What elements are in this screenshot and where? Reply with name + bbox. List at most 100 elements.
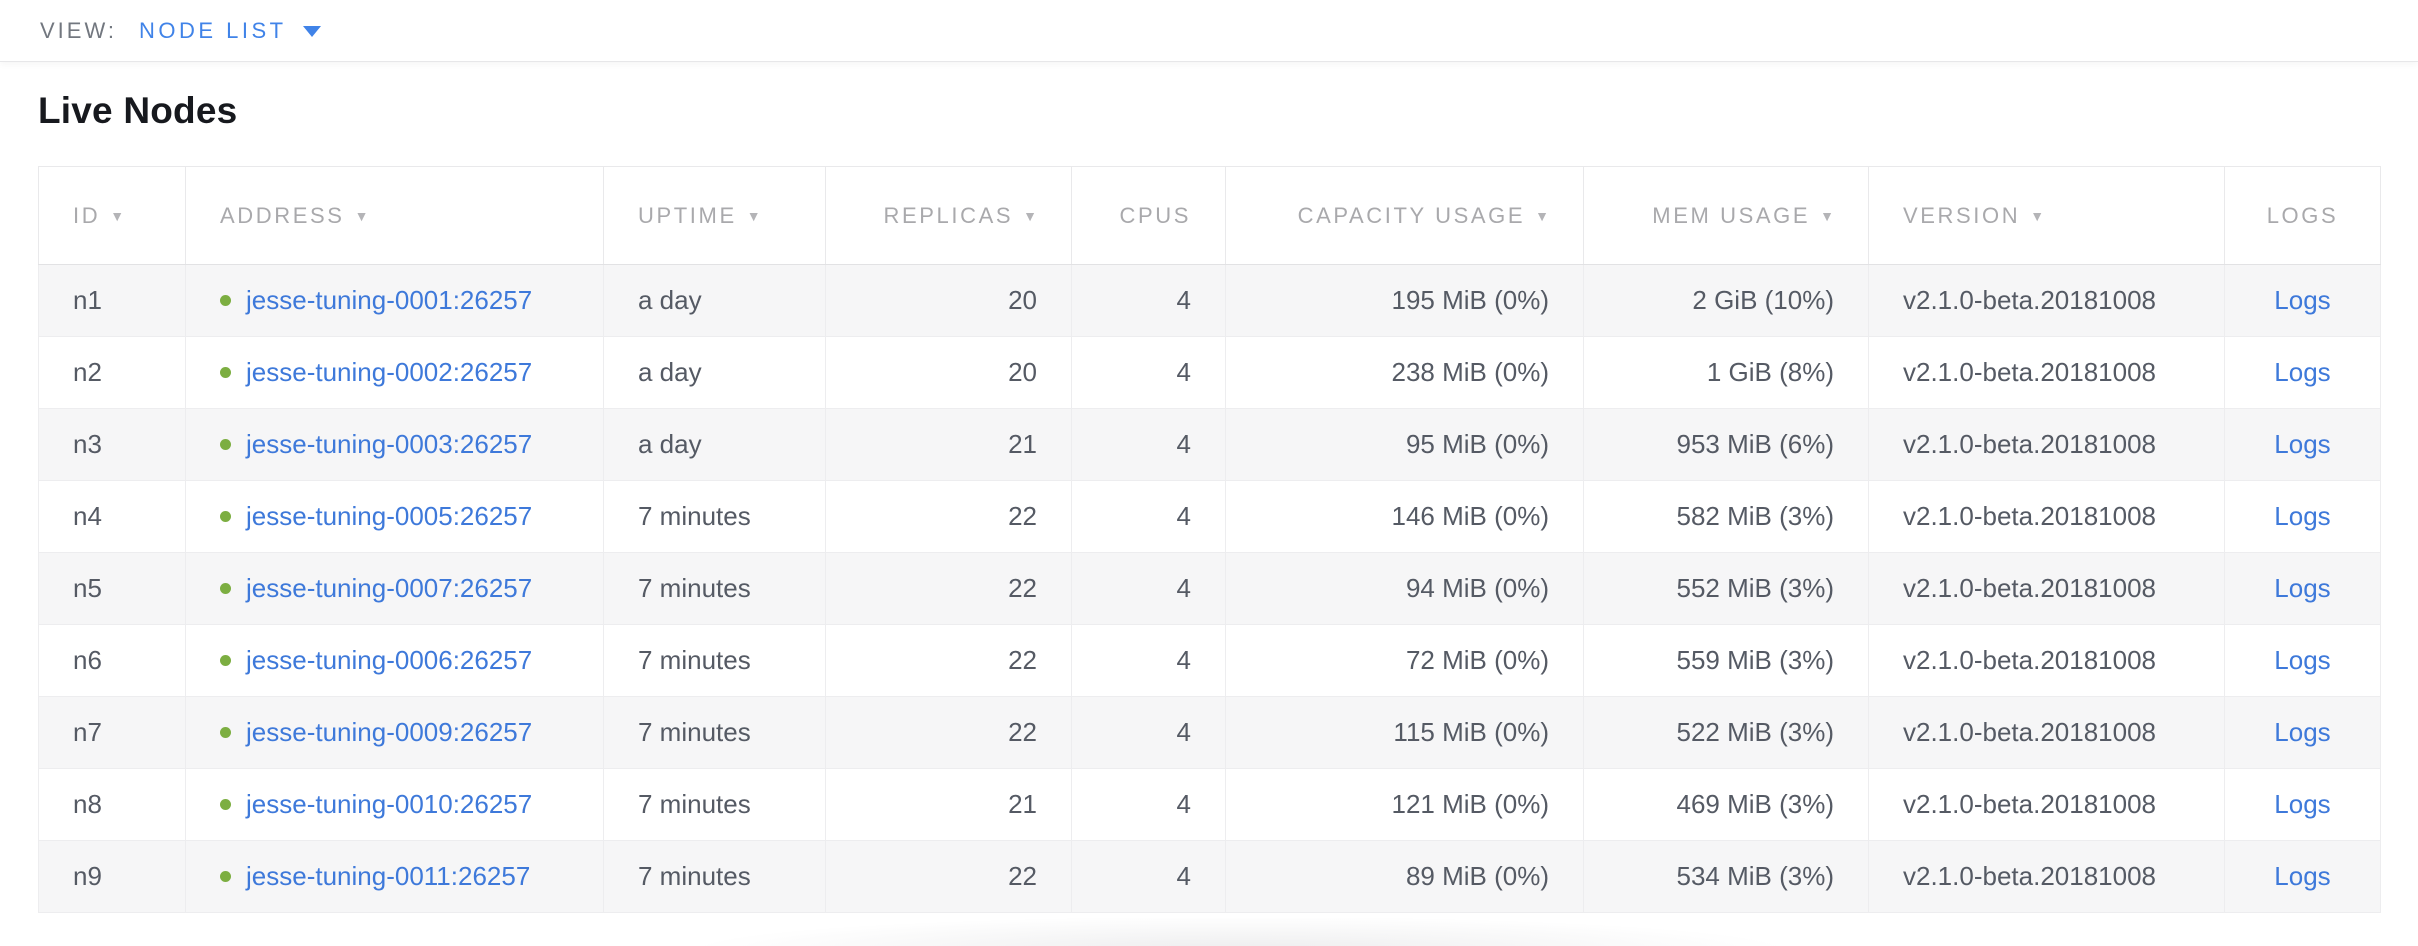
table-row-n8: n8 jesse-tuning-0010:26257 7 minutes 21 4 121…	[38, 768, 2381, 841]
cell-logs: Logs	[2224, 696, 2381, 769]
cell-id: n1	[38, 264, 186, 337]
table-row-n2: n2 jesse-tuning-0002:26257 a day 20 4 238 MiB…	[38, 336, 2381, 409]
cell-version: v2.1.0-beta.20181008	[1868, 552, 2225, 625]
logs-link[interactable]: Logs	[2274, 285, 2331, 315]
column-header-id[interactable]: ID ▼	[38, 166, 186, 265]
cell-capacity: 195 MiB (0%)	[1225, 264, 1584, 337]
node-live-status-dot-icon	[220, 871, 231, 882]
cell-uptime: 7 minutes	[603, 696, 826, 769]
view-selector-dropdown[interactable]: NODE LIST	[139, 18, 321, 44]
node-address-link[interactable]: jesse-tuning-0007:26257	[246, 573, 533, 603]
cell-cpus: 4	[1071, 408, 1226, 481]
logs-link[interactable]: Logs	[2274, 573, 2331, 603]
table-row-n3: n3 jesse-tuning-0003:26257 a day 21 4 95 MiB …	[38, 408, 2381, 481]
column-header-label: CPUS	[1119, 202, 1191, 228]
table-row-n6: n6 jesse-tuning-0006:26257 7 minutes 22 4 72 …	[38, 624, 2381, 697]
node-address-link[interactable]: jesse-tuning-0001:26257	[246, 285, 533, 315]
logs-link[interactable]: Logs	[2274, 501, 2331, 531]
column-header-logs: LOGS	[2224, 166, 2381, 265]
cell-uptime: 7 minutes	[603, 624, 826, 697]
cell-replicas: 22	[825, 840, 1072, 913]
node-address-link[interactable]: jesse-tuning-0005:26257	[246, 501, 533, 531]
node-address-link[interactable]: jesse-tuning-0009:26257	[246, 717, 533, 747]
cell-logs: Logs	[2224, 264, 2381, 337]
column-header-version[interactable]: VERSION ▼	[1868, 166, 2225, 265]
bottom-shadow	[505, 918, 1975, 946]
cell-uptime: 7 minutes	[603, 768, 826, 841]
cell-uptime: a day	[603, 336, 826, 409]
node-address-link[interactable]: jesse-tuning-0006:26257	[246, 645, 533, 675]
cell-id: n4	[38, 480, 186, 553]
column-header-capacity[interactable]: CAPACITY USAGE ▼	[1225, 166, 1584, 265]
cell-capacity: 72 MiB (0%)	[1225, 624, 1584, 697]
cell-mem: 1 GiB (8%)	[1583, 336, 1869, 409]
cell-logs: Logs	[2224, 336, 2381, 409]
logs-link[interactable]: Logs	[2274, 357, 2331, 387]
cell-address: jesse-tuning-0006:26257	[185, 624, 604, 697]
node-live-status-dot-icon	[220, 799, 231, 810]
cell-uptime: a day	[603, 408, 826, 481]
cell-logs: Logs	[2224, 480, 2381, 553]
table-row-n9: n9 jesse-tuning-0011:26257 7 minutes 22 4 89 …	[38, 840, 2381, 913]
cell-cpus: 4	[1071, 480, 1226, 553]
cell-version: v2.1.0-beta.20181008	[1868, 264, 2225, 337]
cell-replicas: 22	[825, 696, 1072, 769]
cell-replicas: 20	[825, 336, 1072, 409]
cell-id: n8	[38, 768, 186, 841]
column-header-label: CAPACITY USAGE	[1297, 202, 1526, 228]
logs-link[interactable]: Logs	[2274, 429, 2331, 459]
main-content: Live Nodes ID ▼ ADDRESS ▼ UPTIME ▼ REPLICAS ▼ CP…	[0, 90, 2418, 913]
node-address-link[interactable]: jesse-tuning-0002:26257	[246, 357, 533, 387]
cell-capacity: 146 MiB (0%)	[1225, 480, 1584, 553]
cell-id: n6	[38, 624, 186, 697]
node-address-link[interactable]: jesse-tuning-0003:26257	[246, 429, 533, 459]
node-address-link[interactable]: jesse-tuning-0011:26257	[246, 861, 531, 891]
logs-link[interactable]: Logs	[2274, 645, 2331, 675]
table-body: n1 jesse-tuning-0001:26257 a day 20 4 195 MiB…	[38, 264, 2381, 913]
node-address-link[interactable]: jesse-tuning-0010:26257	[246, 789, 533, 819]
column-header-uptime[interactable]: UPTIME ▼	[603, 166, 826, 265]
cell-cpus: 4	[1071, 264, 1226, 337]
dropdown-arrow-icon	[302, 26, 321, 37]
cell-mem: 552 MiB (3%)	[1583, 552, 1869, 625]
table-row-n5: n5 jesse-tuning-0007:26257 7 minutes 22 4 94 …	[38, 552, 2381, 625]
node-live-status-dot-icon	[220, 367, 231, 378]
cell-cpus: 4	[1071, 624, 1226, 697]
logs-link[interactable]: Logs	[2274, 861, 2331, 891]
address-cell-content: jesse-tuning-0003:26257	[220, 429, 569, 460]
cell-id: n5	[38, 552, 186, 625]
column-header-replicas[interactable]: REPLICAS ▼	[825, 166, 1072, 265]
cell-version: v2.1.0-beta.20181008	[1868, 336, 2225, 409]
logs-link[interactable]: Logs	[2274, 789, 2331, 819]
logs-link[interactable]: Logs	[2274, 717, 2331, 747]
cell-replicas: 21	[825, 768, 1072, 841]
cell-replicas: 22	[825, 552, 1072, 625]
address-cell-content: jesse-tuning-0011:26257	[220, 861, 569, 892]
node-live-status-dot-icon	[220, 511, 231, 522]
cell-mem: 522 MiB (3%)	[1583, 696, 1869, 769]
cell-version: v2.1.0-beta.20181008	[1868, 768, 2225, 841]
sort-desc-icon: ▼	[1820, 207, 1834, 224]
sort-desc-icon: ▼	[746, 207, 761, 224]
table-row-n1: n1 jesse-tuning-0001:26257 a day 20 4 195 MiB…	[38, 264, 2381, 337]
page-title: Live Nodes	[38, 90, 238, 131]
cell-address: jesse-tuning-0010:26257	[185, 768, 604, 841]
sort-desc-icon: ▼	[354, 207, 369, 224]
cell-id: n9	[38, 840, 186, 913]
cell-capacity: 89 MiB (0%)	[1225, 840, 1584, 913]
table-header: ID ▼ ADDRESS ▼ UPTIME ▼ REPLICAS ▼ CPUS CAPACITY …	[38, 166, 2381, 265]
cell-address: jesse-tuning-0005:26257	[185, 480, 604, 553]
cell-version: v2.1.0-beta.20181008	[1868, 480, 2225, 553]
cell-replicas: 20	[825, 264, 1072, 337]
column-header-mem[interactable]: MEM USAGE ▼	[1583, 166, 1869, 265]
column-header-address[interactable]: ADDRESS ▼	[185, 166, 604, 265]
cell-mem: 469 MiB (3%)	[1583, 768, 1869, 841]
cell-replicas: 22	[825, 480, 1072, 553]
table-header-row: ID ▼ ADDRESS ▼ UPTIME ▼ REPLICAS ▼ CPUS CAPACITY …	[38, 166, 2381, 265]
cell-mem: 534 MiB (3%)	[1583, 840, 1869, 913]
column-header-label: ID	[73, 202, 101, 228]
cell-logs: Logs	[2224, 768, 2381, 841]
cell-id: n3	[38, 408, 186, 481]
node-live-status-dot-icon	[220, 439, 231, 450]
sort-desc-icon: ▼	[110, 207, 125, 224]
